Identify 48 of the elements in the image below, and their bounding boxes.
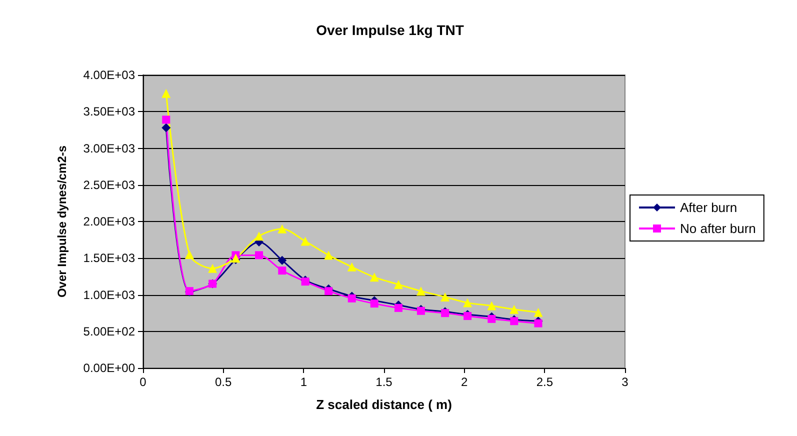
point	[278, 224, 287, 234]
x-tick-label: 2.5	[536, 375, 554, 389]
point	[208, 264, 218, 273]
point	[254, 232, 264, 241]
point	[510, 304, 519, 314]
x-tick-label: 0.5	[214, 375, 232, 389]
y-tick-label: 0.00E+00	[83, 361, 136, 375]
y-tick-label: 3.50E+03	[83, 104, 136, 119]
point	[278, 256, 287, 265]
point	[487, 301, 496, 310]
point	[324, 250, 334, 260]
x-tick-label: 2	[460, 375, 468, 389]
point	[300, 236, 310, 246]
point	[440, 292, 450, 302]
x-tick-label: 1.5	[376, 375, 393, 389]
x-tick-label: 3	[622, 375, 629, 389]
point	[184, 250, 194, 259]
point	[394, 280, 403, 289]
x-axis-title: Z scaled distance ( m)	[316, 397, 452, 412]
chart-title: Over Impulse 1kg TNT	[316, 22, 464, 38]
point	[347, 262, 356, 272]
y-tick-label: 5.00E+02	[83, 324, 136, 338]
point	[278, 266, 286, 275]
point	[348, 294, 356, 302]
point	[534, 319, 542, 328]
y-tick-label: 3.00E+03	[83, 141, 136, 156]
point	[534, 308, 543, 317]
point	[370, 300, 378, 308]
y-axis-title: Over Impulse dynes/cm2-s	[55, 145, 69, 298]
point	[416, 286, 426, 296]
x-tick-label: 1	[300, 375, 308, 389]
x-tick-label: 0	[140, 375, 147, 389]
point	[394, 304, 402, 312]
point	[255, 251, 263, 260]
y-tick-label: 1.50E+03	[83, 251, 136, 266]
legend-label: After burn	[680, 200, 738, 215]
y-tick-label: 1.00E+03	[83, 288, 136, 302]
y-tick-label: 4.00E+03	[83, 68, 136, 82]
point	[463, 298, 472, 308]
point	[162, 88, 171, 98]
point	[162, 123, 171, 132]
y-tick-label: 2.00E+03	[83, 214, 136, 228]
legend-label: No after burn	[680, 221, 756, 236]
y-tick-label: 2.50E+03	[83, 178, 136, 192]
point	[370, 272, 379, 282]
point	[324, 287, 333, 296]
point	[488, 314, 496, 323]
point	[162, 116, 170, 124]
